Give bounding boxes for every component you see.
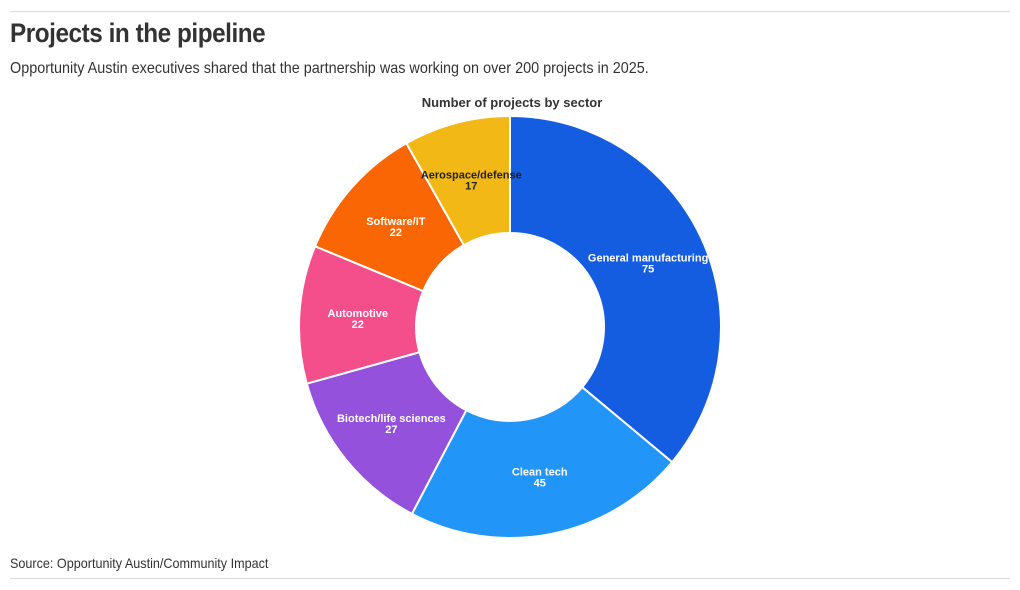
bottom-divider [10, 578, 1010, 579]
chart-title: Number of projects by sector [422, 95, 603, 110]
slice-value-label: 27 [385, 424, 397, 436]
slice-label-clean-tech: Clean tech 45 [512, 467, 568, 490]
page-subtitle: Opportunity Austin executives shared tha… [10, 60, 649, 77]
slice-value-label: 75 [642, 263, 654, 275]
slice-value-label: 22 [352, 319, 364, 331]
slice-category-label: Clean tech [512, 467, 568, 479]
slice-clean-tech [410, 385, 674, 539]
slice-value-label: 45 [534, 478, 546, 490]
slice-label-biotech-life-sciences: Biotech/life sciences 27 [337, 413, 446, 436]
top-divider [10, 11, 1010, 12]
slice-label-automotive: Automotive 22 [328, 308, 389, 331]
slice-category-label: Software/IT [366, 216, 426, 228]
slice-category-label: Automotive [328, 308, 389, 320]
slice-label-aerospace-defense: Aerospace/defense 17 [421, 169, 522, 192]
slice-general-manufacturing [509, 114, 722, 464]
slice-aerospace-defense [404, 114, 511, 247]
slice-category-label: General manufacturing [588, 252, 708, 264]
slice-value-label: 17 [465, 180, 477, 192]
source-note: Source: Opportunity Austin/Community Imp… [10, 555, 269, 571]
labels-group: General manufacturing 75 Clean tech 45 Biote… [328, 169, 709, 489]
slice-value-label: 22 [390, 227, 402, 239]
slice-category-label: Aerospace/defense [421, 169, 522, 181]
page-title: Projects in the pipeline [10, 18, 266, 48]
slices-group [298, 114, 722, 539]
slice-category-label: Biotech/life sciences [337, 413, 446, 425]
slice-biotech-life-sciences [305, 351, 468, 516]
slice-label-general-manufacturing: General manufacturing 75 [588, 252, 708, 275]
slice-label-software-it: Software/IT 22 [366, 216, 426, 239]
